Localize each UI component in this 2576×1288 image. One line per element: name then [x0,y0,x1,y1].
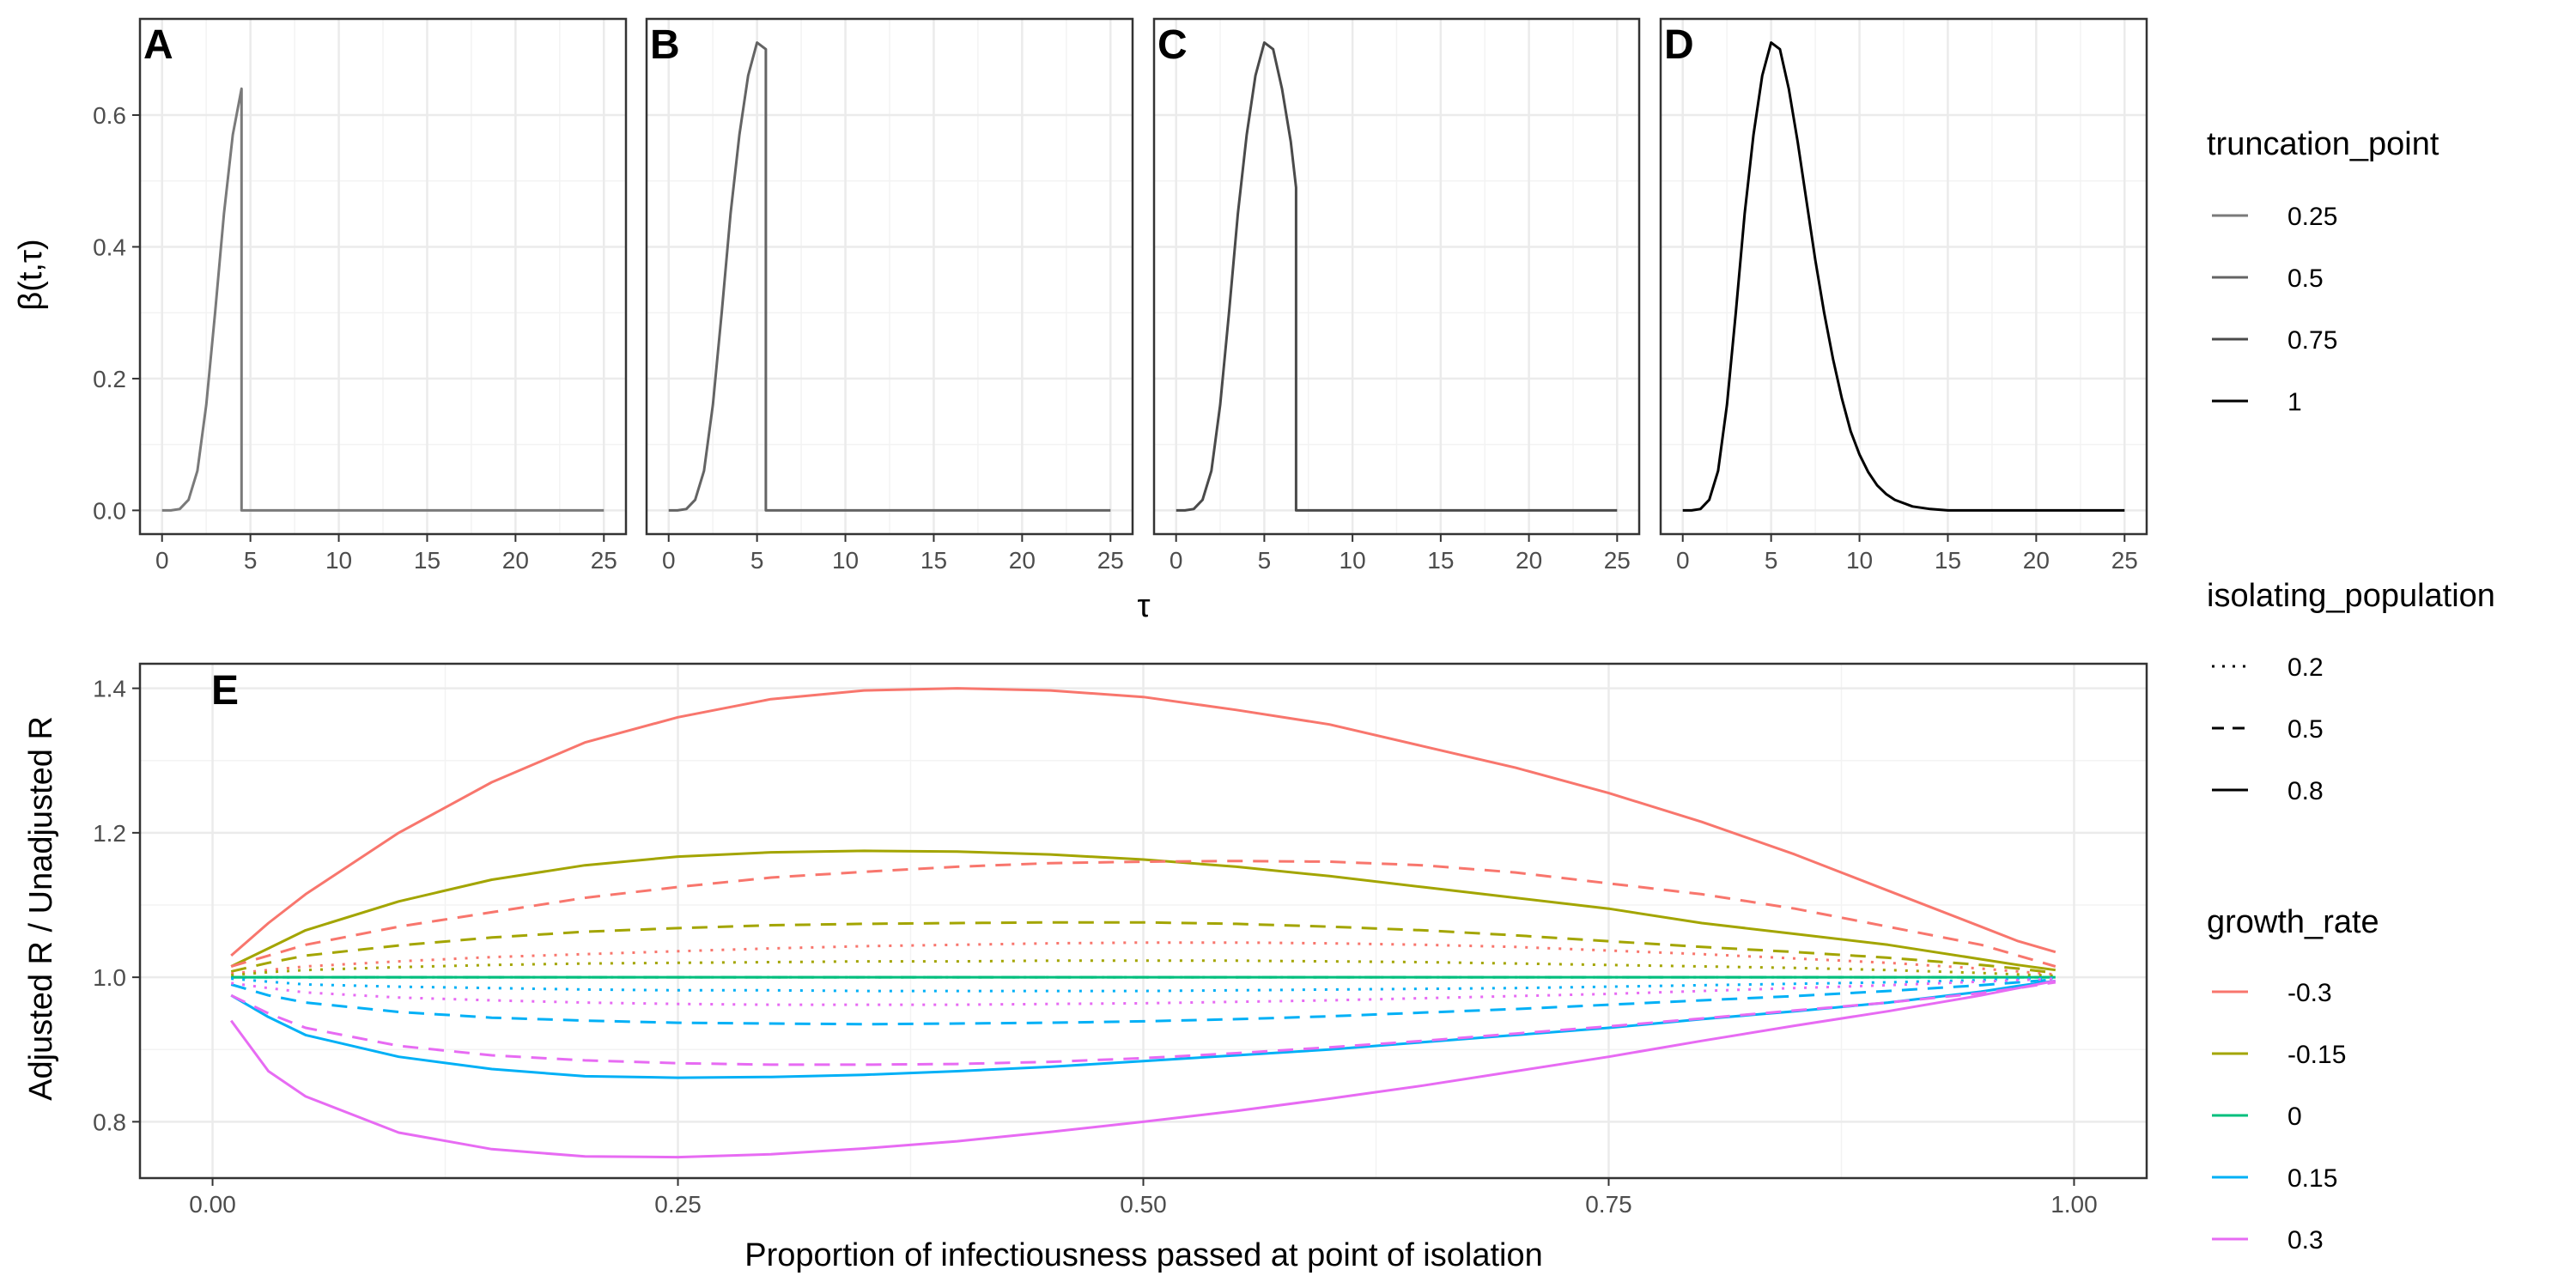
x-tick-label: 0 [1676,547,1690,574]
bottom-x-axis-title: Proportion of infectiousness passed at p… [744,1237,1542,1273]
x-tick-label: 0.25 [654,1191,702,1218]
legend-label-truncation: 0.75 [2287,326,2337,355]
panel-tag: A [143,22,173,68]
legend-growth-rate: growth_rate -0.3 -0.15 0 0.15 0.3 [2207,904,2379,1255]
x-tick-label: 10 [325,547,352,574]
legend-label-isolating: 0.8 [2287,777,2324,805]
bottom-y-axis-title: Adjusted R / Unadjusted R [23,716,59,1101]
legend-label-growth: -0.15 [2287,1041,2346,1069]
x-tick-label: 25 [1097,547,1124,574]
x-tick-label: 20 [2023,547,2050,574]
x-tick-label: 25 [591,547,617,574]
x-tick-label: 25 [1604,547,1631,574]
legend-isolating-population: isolating_population 0.2 0.5 0.8 [2207,578,2495,805]
legend-isolating-title: isolating_population [2207,578,2495,614]
x-tick-label: 5 [244,547,258,574]
x-tick-label: 10 [1846,547,1873,574]
x-tick-label: 0.00 [189,1191,236,1218]
legend-truncation-point: truncation_point 0.25 0.5 0.75 1 [2207,126,2439,416]
series-line-growth-0.3-iso-0.8 [229,979,2057,1159]
panel-tag: D [1664,22,1694,68]
panel-tag: C [1157,22,1188,68]
y-tick-label: 0.4 [93,234,126,260]
series-line-growth-0.3-iso-0.5 [230,981,2057,1066]
y-tick-label: 0.6 [93,102,126,129]
x-tick-label: 5 [1258,547,1272,574]
legend-label-growth: 0.3 [2287,1226,2324,1255]
x-tick-label: 5 [750,547,764,574]
x-tick-label: 0 [662,547,676,574]
legend-label-truncation: 0.25 [2287,203,2337,231]
series-line-truncation-1 [1682,41,2125,512]
legend-label-truncation: 1 [2287,388,2302,416]
panel-e: 0.00 0.25 0.50 0.75 1.00 0.8 1.0 1.2 1.4 E [93,662,2148,1218]
series-line-growth--0.15-iso-0.8 [230,849,2057,972]
x-tick-label: 5 [1765,547,1778,574]
panel-border [645,17,1134,536]
y-tick-label: 1.4 [93,676,126,702]
x-tick-label: 20 [1516,547,1542,574]
x-tick-label: 0 [155,547,169,574]
panel-a: 0 5 10 15 20 25 0.0 0.2 0.4 0.6 A [93,17,628,574]
series-line-truncation-0.75 [1176,41,1618,512]
legend-label-isolating: 0.5 [2287,715,2324,744]
x-tick-label: 15 [920,547,947,574]
top-x-axis-title: τ [1137,588,1150,624]
panel-border [138,662,2148,1180]
legend-label-growth: -0.3 [2287,979,2332,1007]
x-tick-label: 10 [1340,547,1366,574]
legend-label-truncation: 0.5 [2287,264,2324,293]
y-tick-label: 0.0 [93,497,126,524]
series-line-growth--0.15-iso-0.5 [230,920,2056,975]
y-tick-label: 0.2 [93,366,126,392]
legend-growth-title: growth_rate [2207,904,2379,940]
x-tick-label: 15 [414,547,440,574]
legend-label-growth: 0.15 [2287,1164,2337,1193]
panel-tag: B [650,22,680,68]
series-line-truncation-0.25 [161,87,605,512]
panel-border [1152,17,1641,536]
panel-border [1659,17,2148,536]
y-tick-label: 1.2 [93,820,126,847]
panel-c: 0 5 10 15 20 25 C [1152,17,1641,574]
series-line-growth-0.15-iso-0.5 [230,978,2056,1026]
series-line-growth--0.3-iso-0.5 [230,860,2057,968]
x-tick-label: 20 [1009,547,1036,574]
series-line-growth--0.3-iso-0.8 [230,687,2057,957]
panel-tag: E [211,668,239,714]
y-tick-label: 1.0 [93,964,126,991]
x-tick-label: 15 [1427,547,1454,574]
legend-label-isolating: 0.2 [2287,653,2324,682]
series-line-truncation-0.5 [668,41,1111,512]
panel-border [138,17,628,536]
top-y-axis-title: β(t,τ) [13,239,49,310]
x-tick-label: 10 [832,547,859,574]
x-tick-label: 0.75 [1585,1191,1632,1218]
x-tick-label: 1.00 [2050,1191,2098,1218]
x-tick-label: 20 [502,547,529,574]
x-tick-label: 25 [2111,547,2138,574]
x-tick-label: 0 [1170,547,1183,574]
legend-label-growth: 0 [2287,1103,2302,1131]
x-tick-label: 0.50 [1120,1191,1167,1218]
x-tick-label: 15 [1935,547,1961,574]
panel-d: 0 5 10 15 20 25 D [1659,17,2148,574]
legend-truncation-title: truncation_point [2207,126,2439,162]
y-tick-label: 0.8 [93,1109,126,1135]
panel-b: 0 5 10 15 20 25 B [645,17,1134,574]
